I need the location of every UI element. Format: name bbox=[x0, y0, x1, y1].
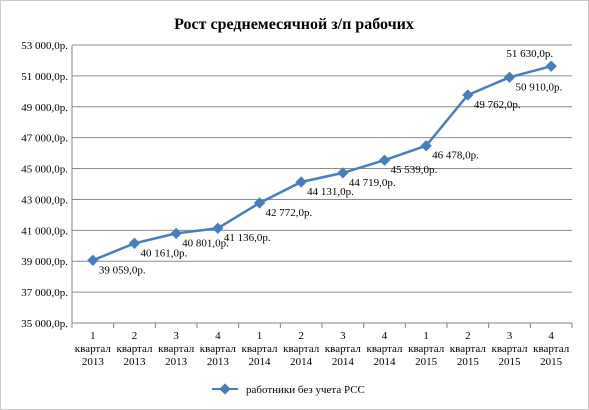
data-point-marker bbox=[128, 237, 141, 249]
gridlines bbox=[72, 44, 572, 324]
x-tick-label: квартал bbox=[408, 343, 445, 355]
x-tick-label: 2015 bbox=[540, 356, 563, 368]
data-point-marker bbox=[503, 71, 516, 83]
x-tick-label: квартал bbox=[116, 343, 153, 355]
data-point-marker bbox=[212, 222, 224, 234]
y-tick-label: 51 000,0р. bbox=[21, 71, 68, 83]
x-tick-label: квартал bbox=[241, 343, 278, 355]
legend: работники без учета РСС bbox=[212, 383, 365, 396]
y-tick-label: 47 000,0р. bbox=[21, 133, 68, 145]
y-tick-label: 43 000,0р. bbox=[21, 194, 68, 206]
data-label: 44 131,0р. bbox=[307, 186, 354, 198]
x-tick-label: квартал bbox=[325, 343, 362, 355]
x-tick-label: квартал bbox=[200, 343, 237, 355]
data-labels: 39 059,0р. 40 161,0р.40 801,0р.41 136,0р.… bbox=[99, 48, 563, 276]
x-tick-label: 2015 bbox=[415, 356, 438, 368]
series-group bbox=[87, 60, 557, 266]
y-tick-label: 49 000,0р. bbox=[21, 102, 68, 114]
data-point-marker bbox=[253, 197, 266, 209]
data-point-marker bbox=[545, 60, 557, 72]
x-tick-label: 2013 bbox=[82, 356, 105, 368]
x-tick-label: 2013 bbox=[165, 356, 188, 368]
x-tick-label: 2 bbox=[132, 330, 138, 342]
axes bbox=[71, 45, 573, 328]
x-tick-label: квартал bbox=[75, 343, 112, 355]
data-point-marker bbox=[378, 154, 391, 166]
x-tick-label: 1 bbox=[257, 330, 263, 342]
data-label: 44 719,0р. bbox=[349, 177, 396, 189]
x-tick-label: 2014 bbox=[249, 356, 272, 368]
x-tick-label: 2 bbox=[465, 330, 471, 342]
series-line bbox=[92, 64, 552, 262]
data-label: 49 762,0р. bbox=[474, 99, 521, 111]
data-label: 45 539,0р. bbox=[391, 164, 438, 176]
chart-title: Рост среднемесячной з/п рабочих bbox=[174, 16, 414, 33]
x-tick-label: квартал bbox=[533, 343, 570, 355]
x-tick-label: 3 bbox=[507, 330, 513, 342]
data-point-marker bbox=[337, 167, 349, 179]
data-label: 39 059,0р. bbox=[99, 264, 146, 276]
data-label: 51 630,0р. bbox=[506, 48, 553, 60]
legend-label: работники без учета РСС bbox=[246, 384, 365, 396]
data-label: 40 801,0р. bbox=[182, 237, 229, 249]
data-point-marker bbox=[420, 140, 432, 152]
y-tick-label: 35 000,0р. bbox=[21, 318, 68, 330]
x-tick-label: 2013 bbox=[124, 356, 147, 368]
x-tick-label: 2013 bbox=[207, 356, 230, 368]
x-tick-label: квартал bbox=[491, 343, 528, 355]
data-point-marker bbox=[295, 176, 307, 188]
data-point-marker bbox=[170, 227, 182, 240]
data-label: 46 478,0р. bbox=[432, 150, 479, 162]
y-tick-labels: 35 000,0р. 37 000,0р. 39 000,0р. 41 000,0р.… bbox=[21, 40, 68, 330]
y-tick-label: 41 000,0р. bbox=[21, 225, 68, 237]
data-label: 42 772,0р. bbox=[266, 207, 313, 219]
x-tick-label: 2014 bbox=[332, 356, 355, 368]
y-tick-label: 45 000,0р. bbox=[21, 164, 68, 176]
data-label: 50 910,0р. bbox=[516, 81, 563, 93]
x-tick-label: квартал bbox=[158, 343, 195, 355]
x-tick-labels: 1квартал20132квартал20133квартал20134ква… bbox=[75, 330, 570, 368]
data-label: 41 136,0р. bbox=[224, 232, 271, 244]
x-tick-label: 2015 bbox=[499, 356, 522, 368]
y-tick-label: 39 000,0р. bbox=[21, 256, 68, 268]
x-tick-label: 2015 bbox=[457, 356, 480, 368]
x-tick-label: квартал bbox=[450, 343, 487, 355]
x-tick-label: 4 bbox=[548, 330, 554, 342]
y-tick-label: 37 000,0р. bbox=[21, 287, 68, 299]
x-tick-label: 3 bbox=[340, 330, 346, 342]
legend-marker bbox=[219, 383, 231, 395]
data-point-marker bbox=[87, 254, 99, 266]
x-tick-label: 2 bbox=[298, 330, 304, 342]
x-tick-label: 3 bbox=[173, 330, 179, 342]
x-tick-label: 1 bbox=[90, 330, 96, 342]
x-tick-label: 4 bbox=[215, 330, 221, 342]
x-tick-label: 4 bbox=[382, 330, 388, 342]
x-tick-label: 2014 bbox=[374, 356, 397, 368]
x-tick-label: квартал bbox=[283, 343, 320, 355]
y-tick-label: 53 000,0р. bbox=[21, 40, 68, 52]
data-label: 40 161,0р. bbox=[141, 247, 188, 259]
x-tick-label: 1 bbox=[423, 330, 429, 342]
x-tick-label: 2014 bbox=[290, 356, 313, 368]
x-tick-label: квартал bbox=[366, 343, 403, 355]
